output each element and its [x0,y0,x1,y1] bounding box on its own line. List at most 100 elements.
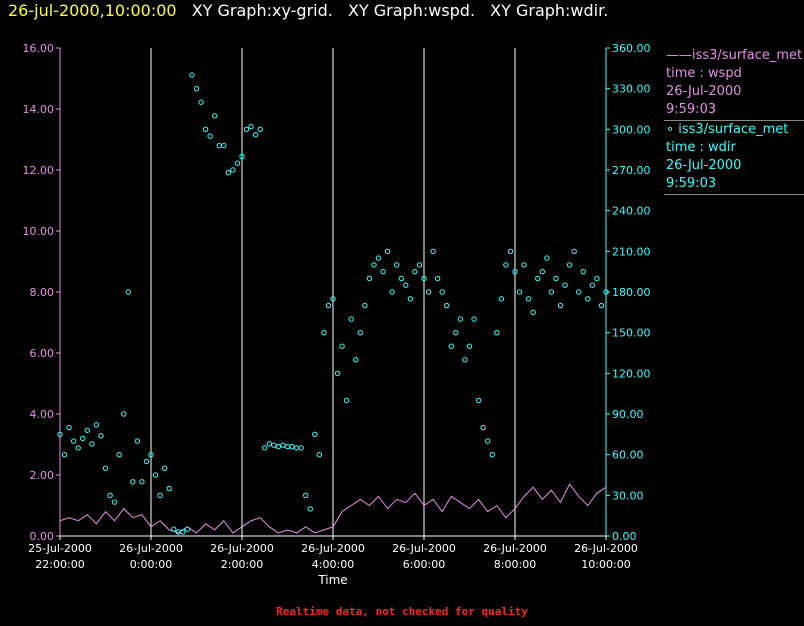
wdir-point [184,526,191,532]
wdir-point [280,442,286,448]
wdir-point [530,309,536,316]
right-tick-label: 30.00 [612,489,644,502]
wspd-line [59,483,607,534]
wdir-point [598,302,605,309]
wdir-point [202,126,209,133]
wdir-point [494,329,500,336]
wdir-point [70,438,77,444]
wdir-point [98,432,104,439]
wdir-point [102,465,109,471]
legend-wspd-source: ——iss3/surface_met [666,48,803,63]
x-tick-date: 26-Jul-2000 [392,542,456,555]
wdir-point [216,142,222,149]
graph-title-wspd: XY Graph:wspd. [347,1,476,20]
wdir-point [394,262,400,268]
wdir-point [139,479,145,485]
right-tick-label: 180.00 [612,286,651,299]
wdir-point [589,282,596,288]
x-tick-date: 25-Jul-2000 [28,542,92,555]
wdir-point [503,262,509,268]
wdir-point [180,529,186,535]
right-tick-label: 90.00 [612,408,644,421]
wdir-point [339,343,345,349]
right-tick-label: 360.00 [612,42,651,55]
left-tick-label: 4.00 [30,408,55,421]
wdir-point [594,275,600,282]
wdir-point [80,435,86,442]
wdir-point [466,343,473,349]
wdir-point [171,526,177,532]
x-tick-time: 4:00:00 [312,558,354,571]
wdir-point [107,492,113,499]
wdir-point [475,397,482,404]
wdir-point [121,411,127,417]
wdir-point [512,268,518,275]
wdir-point [152,472,159,478]
left-tick-label: 12.00 [23,164,55,177]
x-tick-time: 6:00:00 [403,558,445,571]
legend-wspd-date: 26-Jul-2000 [666,84,742,99]
x-tick-time: 2:00:00 [221,558,263,571]
wdir-point [535,275,541,282]
left-tick-label: 0.00 [30,530,55,543]
right-tick-label: 300.00 [612,123,651,136]
wdir-point [321,329,327,336]
wdir-point [61,451,68,458]
wdir-point [353,357,359,363]
graph-title-bar: 26-jul-2000,10:00:00 XY Graph:xy-grid. X… [8,1,608,20]
left-tick-label: 6.00 [30,347,55,360]
wdir-point [325,302,332,309]
x-tick-time: 10:00:00 [581,558,630,571]
wdir-point [571,248,577,255]
wdir-point [212,113,218,119]
wdir-point [161,465,168,471]
wdir-point [266,441,272,447]
wdir-point [462,357,468,363]
right-tick-label: 0.00 [612,530,637,543]
wdir-point [371,262,377,268]
wdir-point [207,133,213,139]
right-tick-label: 60.00 [612,449,644,462]
x-tick-time: 8:00:00 [494,558,536,571]
wdir-point [580,268,586,275]
wdir-point [439,289,445,295]
legend-entry-wdir: ∘ iss3/surface_met time : wdir 26-Jul-20… [664,121,804,195]
wdir-point [576,289,582,295]
wdir-point [544,255,550,261]
legend-wdir-source: ∘ iss3/surface_met [666,122,789,137]
wdir-point [430,248,436,255]
wdir-point [234,160,241,166]
wdir-point [562,282,568,288]
wdir-point [480,424,486,431]
graph-date: 26-jul-2000,10:00:00 [8,1,177,20]
wdir-point [485,438,491,444]
quality-disclaimer: Realtime data, not checked for quality [276,605,528,618]
wdir-point [343,397,350,404]
wdir-point [75,445,81,451]
x-tick-date: 26-Jul-2000 [119,542,183,555]
right-tick-label: 150.00 [612,327,651,340]
x-tick-time: 22:00:00 [35,558,84,571]
wdir-point [262,445,268,451]
wdir-point [66,424,72,431]
wdir-point [421,275,427,282]
wdir-point [375,255,382,261]
wdir-point [239,153,245,160]
left-tick-label: 14.00 [23,103,55,116]
right-tick-label: 240.00 [612,205,651,218]
wdir-point [380,268,386,275]
wdir-point [334,370,341,377]
right-tick-label: 120.00 [612,367,651,380]
wdir-point [366,275,373,282]
left-tick-label: 8.00 [30,286,55,299]
wdir-point [166,485,172,492]
wdir-point [316,451,323,458]
right-tick-label: 330.00 [612,83,651,96]
wdir-point [307,506,313,512]
wdir-point [416,262,423,268]
wdir-point [303,492,309,499]
wdir-point [189,72,195,78]
wdir-point [362,302,368,309]
wdir-point [539,268,545,275]
wdir-point [398,275,404,282]
